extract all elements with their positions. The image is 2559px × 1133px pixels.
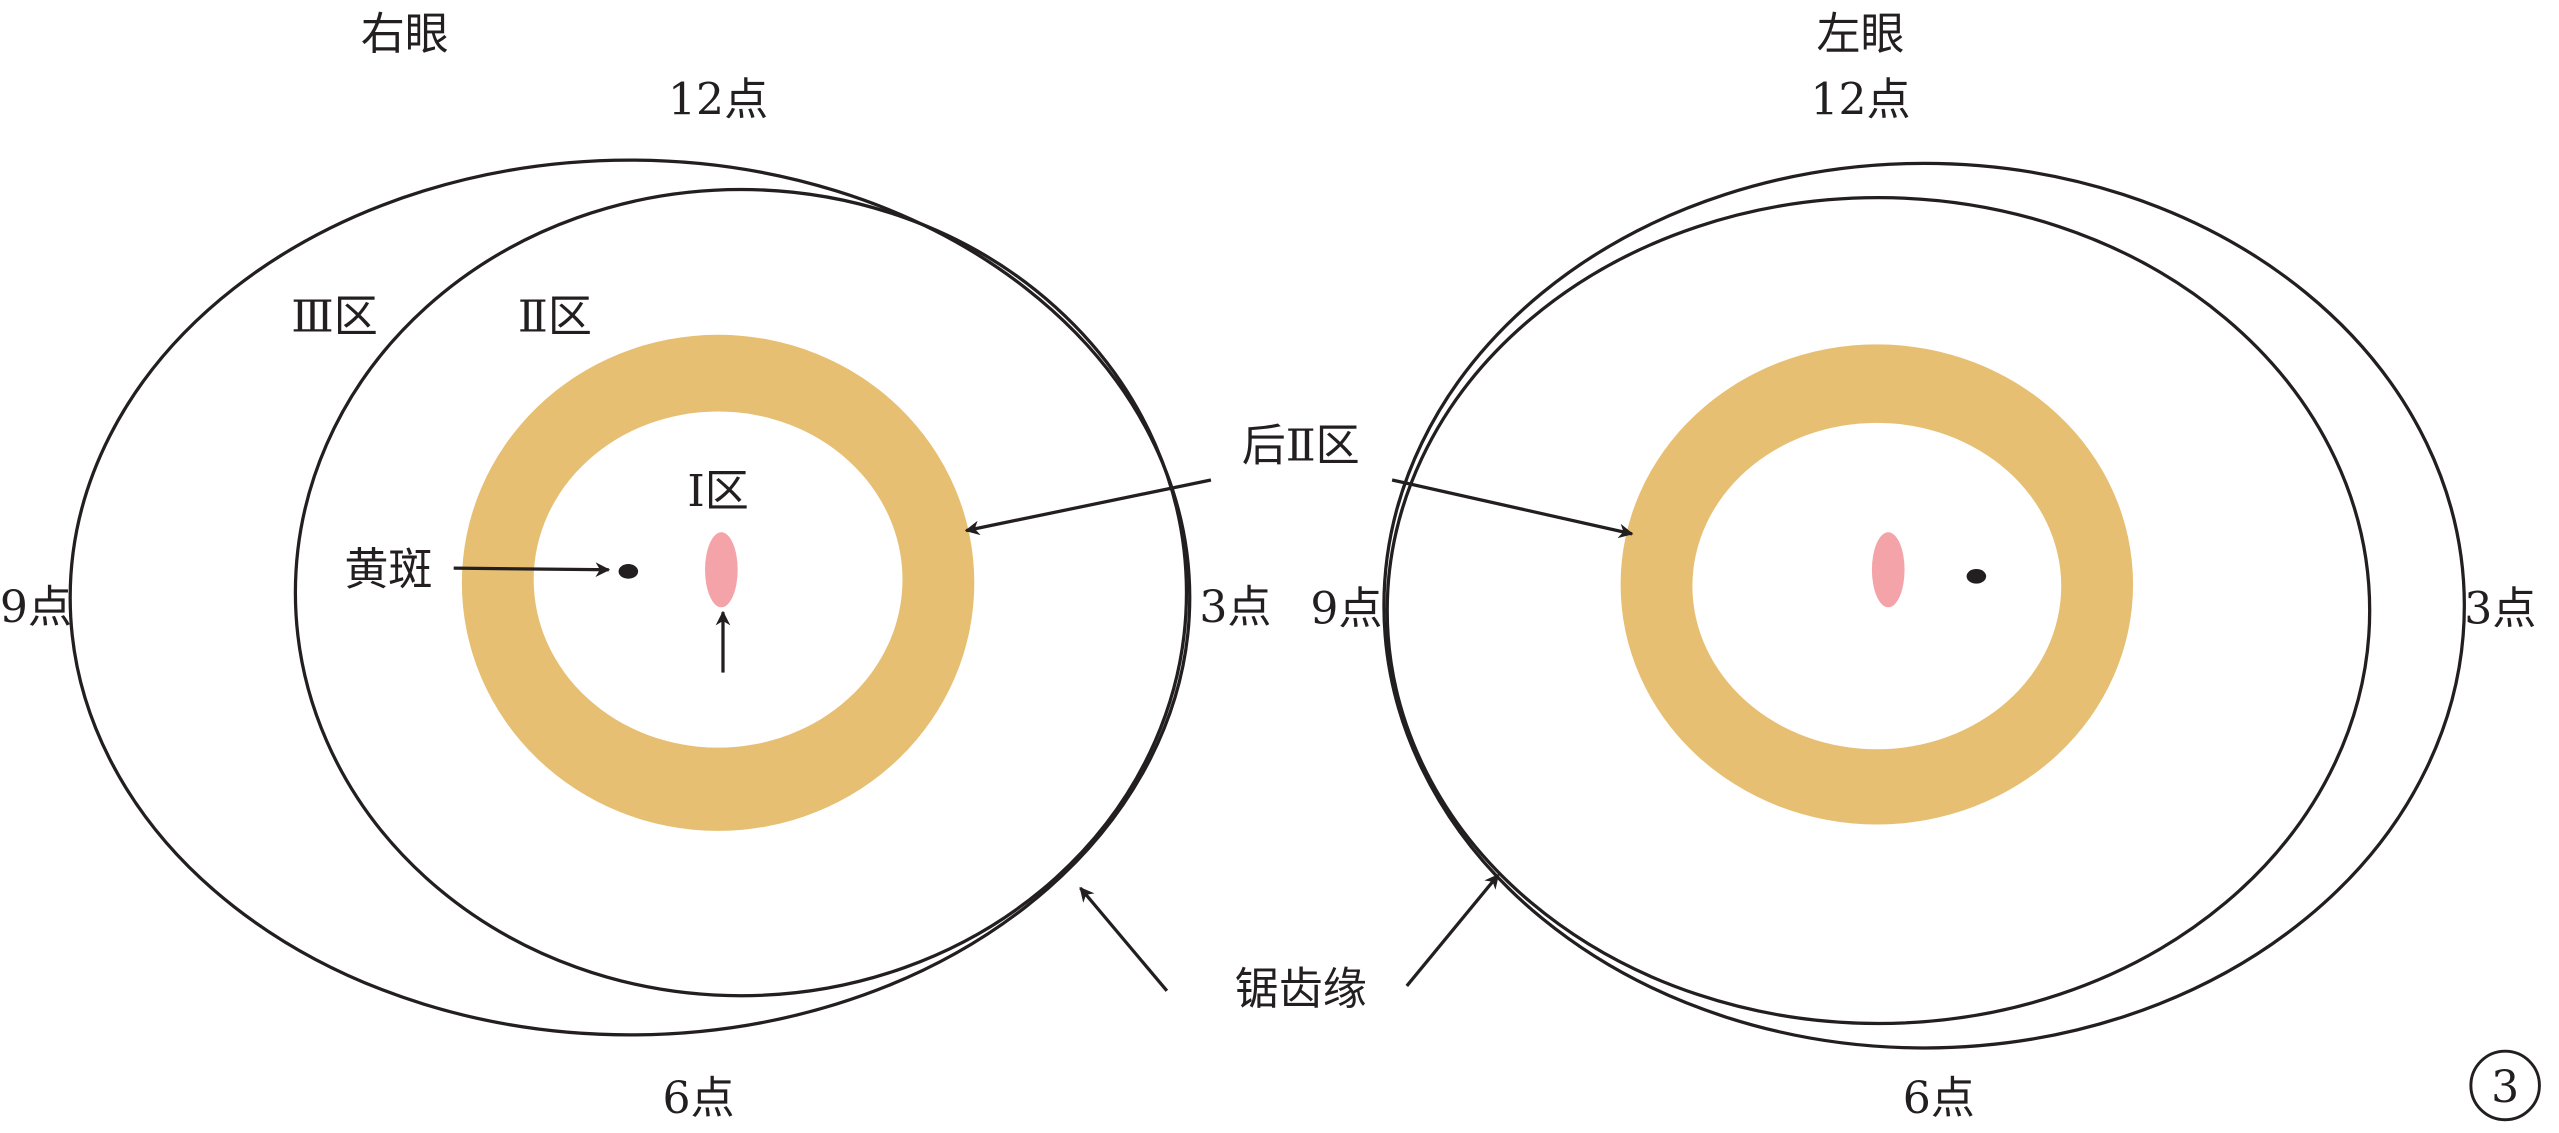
zone-2-label: Ⅱ区 <box>518 291 592 342</box>
right-eye-title: 右眼 <box>361 9 449 60</box>
ora-serrata-arrow-right-eye <box>1079 886 1169 992</box>
macula-arrow <box>453 562 611 577</box>
right-eye-posterior-zone-2-ring <box>461 334 975 831</box>
left-eye-macula-dot <box>1966 568 1987 584</box>
left-eye-outer-ora-serrata <box>1382 161 2466 1050</box>
zone-3-label: Ⅲ区 <box>291 291 378 342</box>
macula-label: 黄斑 <box>344 544 432 595</box>
left-eye-3-oclock: 3点 <box>2464 584 2536 635</box>
figure-number: 3 <box>2491 1062 2519 1113</box>
zone-1-label: Ⅰ区 <box>687 466 748 517</box>
posterior-zone-2-arrow-right-eye <box>964 478 1212 536</box>
posterior-zone-2-arrow-left-eye <box>1391 478 1634 539</box>
right-eye-9-oclock: 9点 <box>0 582 72 633</box>
left-eye-diagram: 左眼 12点 9点 3点 6点 <box>1310 9 2536 1124</box>
right-eye-outer-ora-serrata <box>68 158 1192 1037</box>
left-eye-zone-2-boundary <box>1385 196 2372 1026</box>
ora-serrata-arrow-left-eye <box>1405 873 1500 987</box>
right-eye-6-oclock: 6点 <box>662 1073 734 1124</box>
posterior-zone-2-label: 后Ⅱ区 <box>1242 420 1360 471</box>
left-eye-6-oclock: 6点 <box>1903 1073 1975 1124</box>
right-eye-12-oclock: 12点 <box>668 74 768 125</box>
left-eye-12-oclock: 12点 <box>1810 74 1910 125</box>
left-eye-posterior-zone-2-ring <box>1620 344 2134 825</box>
right-eye-macula-dot <box>618 564 639 579</box>
right-eye-diagram: 右眼 12点 9点 3点 6点 Ⅲ区 Ⅱ区 Ⅰ区 黄斑 <box>0 9 1271 1124</box>
left-eye-9-oclock: 9点 <box>1310 584 1382 635</box>
right-eye-3-oclock: 3点 <box>1199 582 1271 633</box>
ora-serrata-label: 锯齿缘 <box>1235 964 1367 1015</box>
left-eye-title: 左眼 <box>1816 9 1904 60</box>
figure-number-badge: 3 <box>2469 1049 2541 1122</box>
right-eye-zone-2-boundary <box>293 187 1189 998</box>
right-eye-optic-disc <box>705 532 738 608</box>
left-eye-optic-disc <box>1871 532 1905 608</box>
